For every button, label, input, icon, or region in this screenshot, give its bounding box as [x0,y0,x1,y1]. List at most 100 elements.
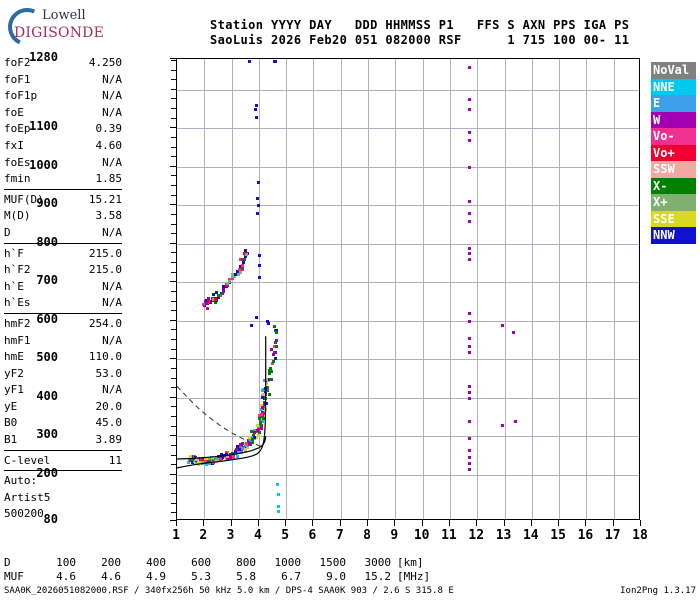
y-axis-minor-tick [171,69,176,71]
legend-item-ssw[interactable]: SSW [651,161,696,178]
plot-data-point [218,293,222,297]
legend-item-nnw[interactable]: NNW [651,227,696,244]
param-value: 4.250 [88,56,122,69]
plot-data-point [220,456,224,460]
plot-data-point [211,297,215,301]
y-axis-minor-tick [171,146,176,148]
x-axis-tick-label: 8 [363,528,371,543]
muf-row-value: 4.9 [146,570,166,583]
y-axis-minor-tick [171,213,176,215]
y-axis-tick [170,358,176,360]
legend-item-vo[interactable]: Vo+ [651,144,696,161]
y-axis-tick [170,242,176,244]
param-row-d: D N/A [4,225,122,242]
muf-row-unit: [MHz] [397,570,431,583]
plot-data-point [220,291,224,295]
plot-data-point [225,457,229,461]
param-row-yf1: yF1 N/A [4,382,122,399]
plot-data-point [261,414,265,418]
legend-item-sse[interactable]: SSE [651,210,696,227]
plot-data-point [257,263,261,267]
plot-data-point [468,138,472,142]
legend-item-x[interactable]: X+ [651,194,696,211]
legend-item-x[interactable]: X- [651,177,696,194]
legend-item-nne[interactable]: NNE [651,78,696,95]
plot-data-point [235,454,239,458]
plot-data-point [253,431,257,435]
param-key: B1 [4,433,18,447]
y-axis-minor-tick [171,271,176,273]
plot-data-point [468,419,472,423]
y-axis-minor-tick [171,233,176,235]
legend-item-w[interactable]: W [651,111,696,128]
y-axis-minor-tick [171,416,176,418]
plot-data-point [210,457,214,461]
plot-horizontal-gridline [177,359,639,360]
param-value: 53.0 [95,366,123,380]
plot-data-point [273,340,277,344]
x-axis-tick-label: 9 [390,528,399,543]
y-axis-tick-label: 700 [36,273,58,288]
plot-horizontal-gridline [177,128,639,129]
param-row-fof2: foF2 4.250 [4,55,122,72]
plot-data-point [262,411,266,415]
plot-data-point [468,246,472,250]
x-axis-tick [503,520,505,526]
plot-data-point [195,458,199,462]
y-axis-minor-tick [171,377,176,379]
distance-row-value: 3000 [364,556,392,569]
ionogram-plot[interactable] [176,58,640,520]
plot-model-curves [177,336,267,469]
param-value: 20.0 [95,399,123,413]
plot-vertical-gridline [395,59,396,519]
param-row-hf: h`F 215.0 [4,246,122,263]
plot-data-point [252,434,256,438]
legend-item-vo[interactable]: Vo- [651,128,696,145]
x-axis-tick [203,520,205,526]
muf-row-label: MUF [4,570,24,583]
plot-data-point [240,267,244,271]
param-divider [4,449,122,451]
plot-data-point [241,447,245,451]
plot-data-point [468,312,472,316]
plot-data-point [239,257,243,261]
plot-data-point [262,417,266,421]
plot-data-point [243,449,247,453]
y-axis-minor-tick [171,454,176,456]
plot-data-point [204,462,208,466]
param-key: MUF(D) [4,192,44,206]
legend-item-noval[interactable]: NoVal [651,62,696,79]
muf-row-value: 5.3 [191,570,211,583]
param-value: 110.0 [88,350,122,364]
plot-data-point [256,204,260,208]
plot-vertical-gridline [505,59,506,519]
legend-item-e[interactable]: E [651,95,696,112]
muf-row-value: 9.0 [326,570,346,583]
param-key: h`F [4,246,24,260]
plot-data-point [188,455,192,459]
plot-data-point [468,165,472,169]
x-axis-tick-label: 11 [441,528,457,543]
plot-data-point [205,306,209,310]
param-value: N/A [102,105,122,119]
x-axis-tick-label: 6 [308,528,317,543]
y-axis-minor-tick [171,194,176,196]
x-axis-tick [339,520,341,526]
plot-data-point [239,444,243,448]
plot-vertical-gridline [259,59,260,519]
plot-data-point [249,443,253,447]
plot-data-point [258,413,262,417]
param-value: N/A [102,89,122,103]
param-key: yF2 [4,366,24,380]
plot-vertical-gridline [532,59,533,519]
plot-data-point [216,295,220,299]
param-value: 254.0 [88,316,122,330]
plot-data-point [227,278,231,282]
plot-data-point [511,331,515,335]
plot-data-point [257,431,261,435]
plot-data-point [224,450,228,454]
plot-data-point [275,483,279,487]
distance-row-unit: [km] [397,556,424,569]
x-axis-tick [558,520,560,526]
param-key: foF1 [4,72,31,86]
